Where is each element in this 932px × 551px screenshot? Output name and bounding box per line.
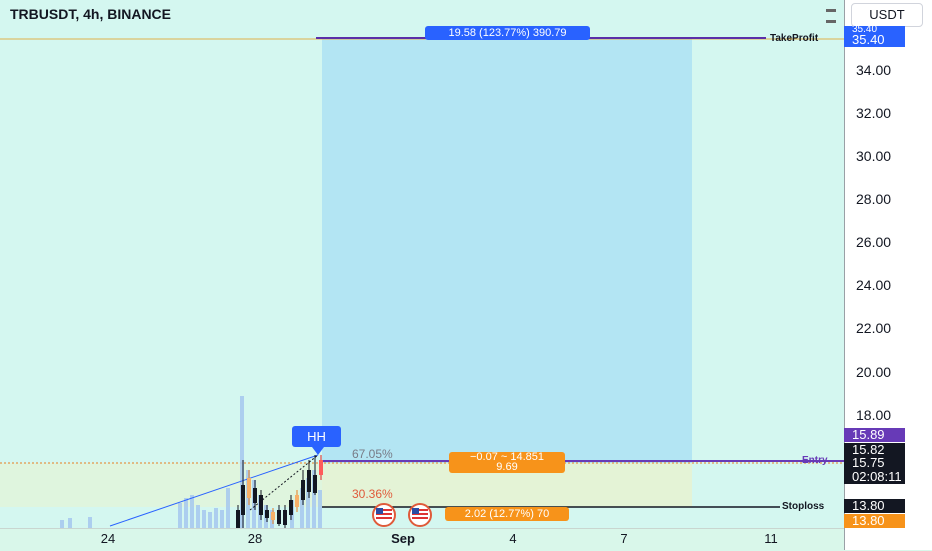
profit-zone <box>322 39 692 463</box>
price-tick: 26.00 <box>856 234 892 250</box>
price-tick: 28.00 <box>856 191 892 207</box>
currency-button[interactable]: USDT <box>851 3 923 27</box>
top-cut-tag: 35.40 <box>844 26 905 34</box>
stoploss-orange-tag: 13.80 <box>844 514 905 528</box>
lower-percent: 30.36% <box>352 487 393 501</box>
time-label: 28 <box>247 531 263 546</box>
chart-svg <box>0 37 844 528</box>
trend-line <box>109 454 319 527</box>
candles <box>236 455 323 528</box>
price-tick: 32.00 <box>856 105 892 121</box>
hh-badge[interactable]: HH <box>292 426 341 447</box>
target-label[interactable]: 19.58 (123.77%) 390.79 <box>425 26 590 40</box>
time-axis[interactable] <box>0 528 844 551</box>
entry-label-line1: −0.07 ~ 14.851 <box>469 451 544 463</box>
axis-corner <box>844 528 932 550</box>
time-label: 11 <box>764 531 778 546</box>
dotted-projection <box>249 454 319 511</box>
price-tick: 22.00 <box>856 320 892 336</box>
time-label: 4 <box>509 531 517 546</box>
stoploss-tag: 13.80 <box>844 499 905 513</box>
price-tick: 24.00 <box>856 277 892 293</box>
last-price-tag: 15.82 <box>844 443 905 457</box>
time-label: 24 <box>100 531 116 546</box>
entry-label[interactable]: −0.07 ~ 14.851 9.69 <box>449 452 565 473</box>
price-tick: 34.00 <box>856 62 892 78</box>
us-flag-icon <box>408 503 432 527</box>
entry-tag: 15.89 <box>844 428 905 442</box>
stop-label[interactable]: 2.02 (12.77%) 70 <box>445 507 569 521</box>
countdown: 02:08:11 <box>852 469 902 484</box>
upper-percent: 67.05% <box>352 447 393 461</box>
symbol-title[interactable]: TRBUSDT, 4h, BINANCE <box>10 6 172 22</box>
time-label: Sep <box>391 531 415 546</box>
volume-bars <box>60 396 322 528</box>
current-price-tag: 15.75 02:08:11 <box>844 456 905 484</box>
us-flag-icon <box>372 503 396 527</box>
chart-area[interactable]: TRBUSDT, 4h, BINANCE ▬ ▬ 19.58 (123.77%) … <box>0 0 844 528</box>
current-price-value: 15.75 <box>852 455 885 470</box>
take-profit-text: TakeProfit <box>770 33 819 44</box>
menu-dots-icon[interactable]: ▬ ▬ <box>826 4 836 26</box>
price-tick: 18.00 <box>856 407 892 423</box>
hh-badge-pointer <box>312 447 324 455</box>
price-tick: 20.00 <box>856 364 892 380</box>
entry-text: Entry <box>802 455 828 466</box>
stoploss-text: Stoploss <box>782 501 825 512</box>
price-tick: 30.00 <box>856 148 892 164</box>
entry-label-line2: 9.69 <box>496 461 518 473</box>
take-profit-tag: 35.40 <box>844 33 905 47</box>
loss-zone-left <box>0 463 322 507</box>
time-label: 7 <box>620 531 628 546</box>
